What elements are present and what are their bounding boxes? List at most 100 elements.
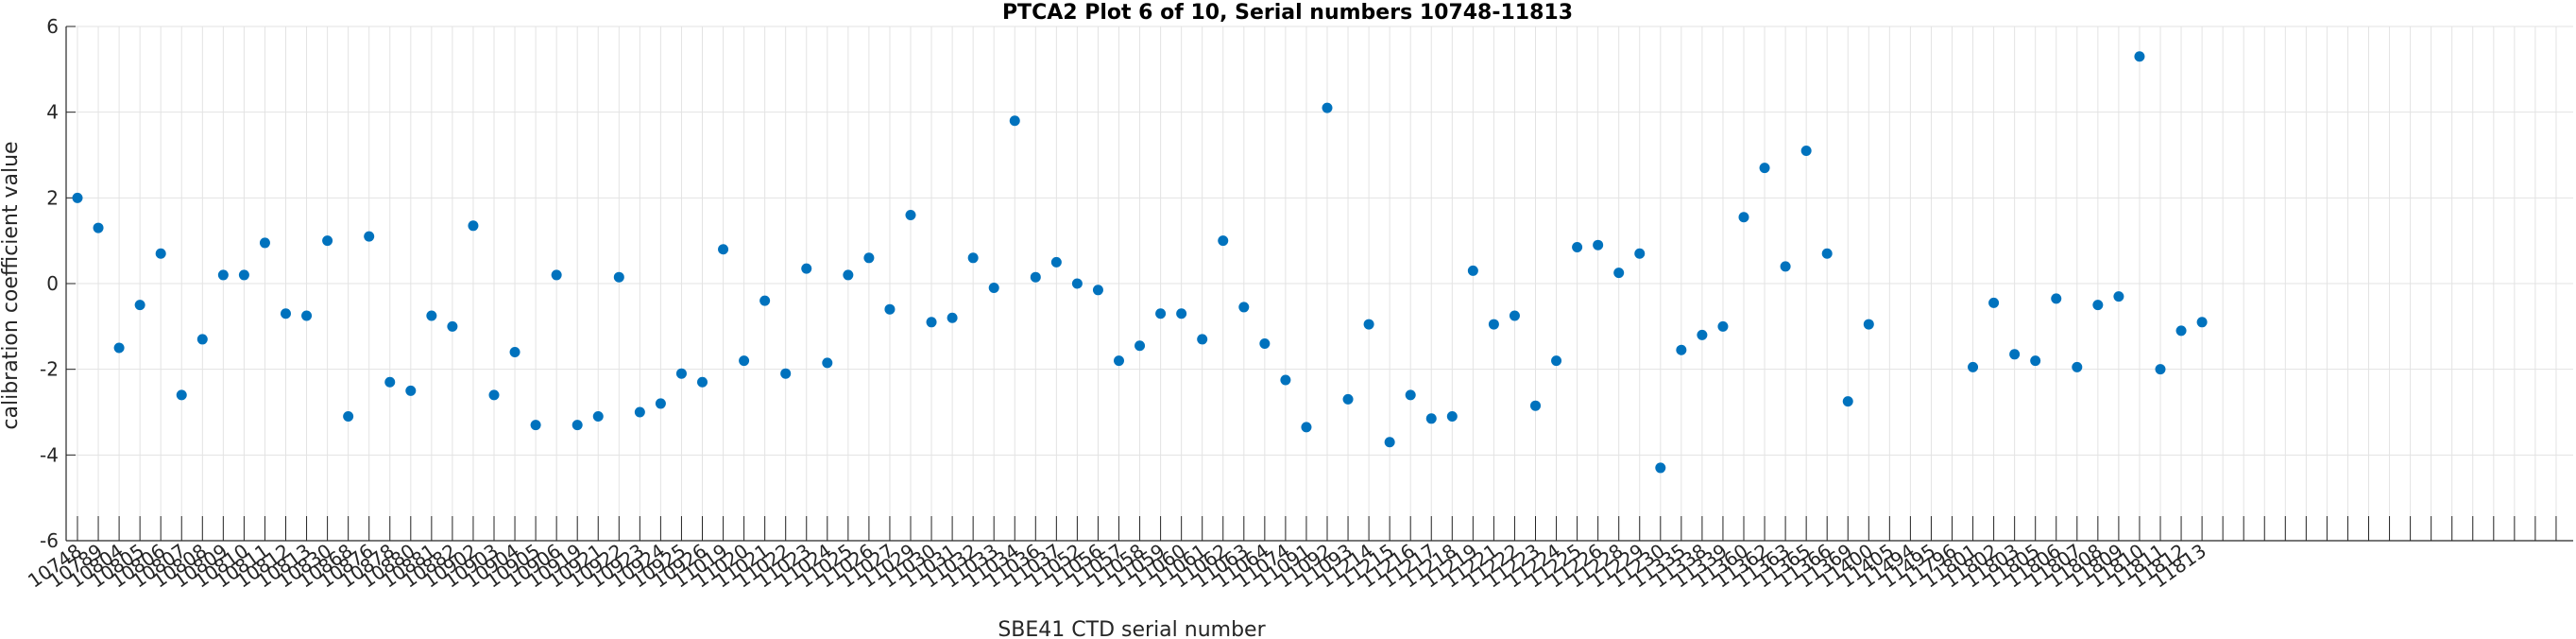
data-point [1780, 261, 1791, 272]
data-point [1593, 239, 1604, 250]
data-point [884, 303, 896, 315]
data-point [1613, 268, 1625, 279]
data-point [2030, 355, 2041, 367]
data-point [1759, 163, 1770, 174]
data-point [801, 263, 812, 274]
data-point [863, 252, 875, 264]
data-point [988, 283, 999, 294]
data-point [1821, 248, 1833, 259]
data-point [468, 220, 479, 232]
y-tick-label: 0 [46, 272, 59, 295]
data-point [2155, 364, 2166, 375]
data-point [176, 389, 187, 401]
data-point [1634, 248, 1646, 259]
data-point [2092, 300, 2104, 311]
axes [65, 26, 2573, 542]
data-point [1446, 411, 1458, 423]
data-point [1425, 413, 1437, 424]
data-point [592, 411, 604, 423]
data-point [405, 385, 417, 396]
data-point [1363, 319, 1374, 330]
data-point [1738, 212, 1749, 223]
data-point [322, 235, 333, 247]
y-tick-label: 2 [46, 186, 59, 209]
y-tick-label: -2 [40, 358, 59, 381]
data-point [281, 308, 291, 320]
data-point [1259, 337, 1271, 349]
data-point [1092, 285, 1103, 296]
data-point [217, 269, 229, 281]
data-point [1467, 265, 1478, 276]
data-point [634, 406, 645, 418]
data-point [1197, 334, 1208, 345]
data-point [780, 368, 792, 379]
data-point [384, 376, 396, 388]
data-point [675, 368, 687, 379]
y-tick-label: 4 [46, 101, 59, 124]
data-point [926, 317, 937, 328]
y-tick-label: -4 [40, 443, 59, 466]
data-point [1488, 319, 1499, 330]
data-point [1676, 344, 1687, 355]
data-point [509, 347, 520, 358]
data-point [301, 310, 313, 321]
x-tick-labels: 1074810789108041080510806108071080810809… [24, 539, 2210, 592]
data-point [72, 192, 83, 203]
data-point [2134, 51, 2145, 62]
data-point [1509, 310, 1520, 321]
data-point [259, 237, 270, 249]
y-tick-label: -6 [40, 529, 59, 552]
data-point [1717, 320, 1729, 332]
x-axis-label: SBE41 CTD serial number [998, 618, 1266, 639]
data-point [238, 269, 249, 281]
data-point [447, 320, 458, 332]
data-point [364, 231, 375, 242]
data-point [843, 269, 854, 281]
data-point [2196, 317, 2208, 328]
data-point [155, 248, 166, 259]
data-point [967, 252, 979, 264]
data-point [1842, 396, 1853, 407]
data-point [1280, 374, 1291, 386]
data-point [1572, 241, 1583, 252]
y-tick-label: 6 [46, 15, 59, 38]
data-point [1009, 115, 1020, 127]
data-point [2009, 349, 2021, 360]
data-point [1530, 400, 1541, 411]
data-point [93, 222, 104, 233]
data-point [613, 271, 624, 283]
data-point [113, 342, 125, 354]
data-point [2175, 325, 2187, 337]
data-point [1551, 355, 1562, 367]
data-point [551, 269, 562, 281]
data-point [1114, 355, 1124, 367]
data-point [134, 300, 145, 311]
data-point [1697, 329, 1708, 340]
grid-lines [66, 26, 2573, 542]
data-point [1301, 422, 1312, 433]
data-point [1863, 319, 1874, 330]
data-point [1322, 102, 1333, 113]
data-point [718, 244, 729, 255]
data-point [2072, 361, 2083, 372]
data-point [488, 389, 500, 401]
data-point [1968, 361, 1979, 372]
data-point [947, 312, 958, 323]
data-point [1176, 308, 1187, 320]
data-point [905, 209, 916, 220]
data-point [1134, 340, 1146, 352]
data-points [72, 51, 2208, 474]
chart-title: PTCA2 Plot 6 of 10, Serial numbers 10748… [1002, 1, 1573, 25]
data-point [1155, 308, 1167, 320]
data-point [2113, 291, 2124, 302]
data-point [1384, 437, 1395, 448]
data-point [1655, 462, 1666, 474]
data-point [759, 295, 771, 306]
data-point [2051, 293, 2062, 304]
data-point [1988, 297, 2000, 308]
data-point [1405, 389, 1416, 401]
data-point [1218, 235, 1229, 247]
data-point [1050, 256, 1062, 268]
data-point [1071, 278, 1083, 289]
